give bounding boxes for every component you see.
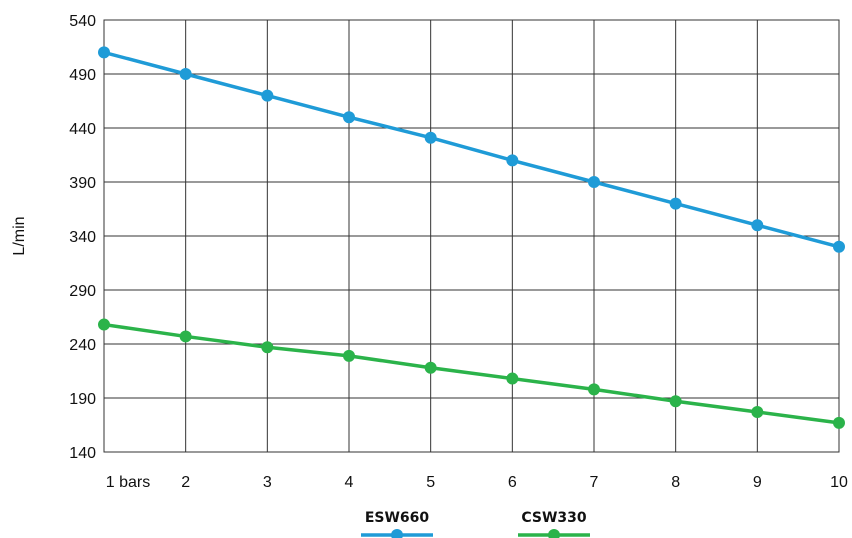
series-line [103, 322, 840, 425]
data-point [751, 406, 764, 419]
x-tick-label: 7 [590, 474, 599, 491]
chart-series [98, 46, 845, 429]
series-csw330 [98, 318, 845, 429]
y-tick-label: 540 [69, 13, 96, 30]
y-tick-label: 490 [69, 67, 96, 84]
data-point [424, 361, 437, 374]
data-point [424, 131, 437, 144]
legend-swatch-marker [391, 529, 403, 538]
x-axis-ticks: 1 bars 2 3 4 5 6 7 8 9 10 [106, 474, 848, 491]
data-point [588, 383, 600, 396]
data-point [343, 111, 355, 124]
legend-swatch-marker [548, 529, 560, 538]
y-tick-label: 440 [69, 121, 96, 138]
data-point [669, 395, 682, 408]
x-tick-label: 3 [263, 474, 272, 491]
x-tick-label: 2 [181, 474, 190, 491]
y-axis-label: L/min [11, 216, 28, 255]
y-tick-label: 390 [69, 175, 96, 192]
data-point [179, 68, 192, 80]
data-point [833, 240, 845, 253]
legend-item-csw330: CSW330 [518, 510, 590, 538]
data-point [261, 89, 274, 102]
x-tick-label: 9 [753, 474, 762, 491]
x-tick-label: 5 [426, 474, 435, 491]
y-tick-label: 290 [69, 283, 96, 300]
data-point [343, 349, 355, 362]
x-tick-label: 10 [830, 474, 848, 491]
data-point [98, 46, 110, 59]
series-line [103, 50, 840, 249]
x-tick-label: 4 [345, 474, 354, 491]
x-tick-label: 1 bars [106, 474, 150, 491]
data-point [751, 219, 764, 232]
chart-legend: ESW660 CSW330 [361, 510, 590, 538]
data-point [506, 372, 519, 385]
x-tick-label: 6 [508, 474, 517, 491]
data-point [669, 197, 682, 210]
legend-label: CSW330 [521, 510, 587, 526]
series-esw660 [98, 46, 845, 253]
data-point [261, 341, 274, 354]
y-tick-label: 340 [69, 229, 96, 246]
x-tick-label: 8 [671, 474, 680, 491]
y-tick-label: 140 [69, 445, 96, 462]
y-tick-label: 190 [69, 391, 96, 408]
legend-item-esw660: ESW660 [361, 510, 433, 538]
legend-label: ESW660 [365, 510, 430, 526]
y-axis-ticks: 140 190 240 290 340 390 440 490 540 [69, 13, 96, 462]
data-point [179, 330, 192, 343]
data-point [98, 318, 110, 331]
chart-grid [103, 19, 840, 453]
data-point [588, 176, 600, 188]
data-point [833, 416, 845, 429]
data-point [506, 154, 519, 167]
y-tick-label: 240 [69, 337, 96, 354]
